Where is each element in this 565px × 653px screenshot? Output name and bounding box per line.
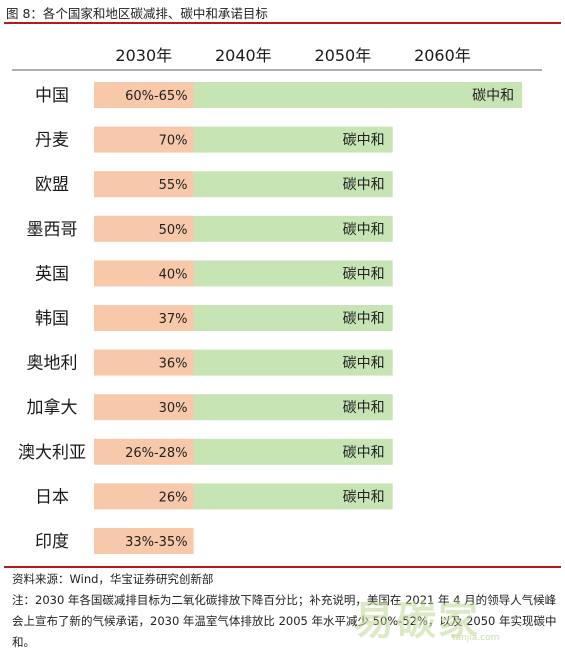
reduction-bar	[94, 171, 194, 198]
reduction-bar	[94, 528, 194, 554]
reduction-label: 30%	[159, 401, 188, 416]
reduction-bar	[94, 215, 194, 242]
category-label: 奥地利	[27, 354, 78, 374]
reduction-label: 33%-35%	[125, 535, 187, 550]
x-tick-label: 2040年	[215, 46, 272, 65]
neutral-label: 碳中和	[343, 266, 385, 282]
x-tick-label: 2030年	[115, 46, 172, 65]
neutral-label: 碳中和	[343, 356, 385, 372]
reduction-bar	[94, 394, 194, 421]
top-rule	[4, 22, 561, 24]
neutral-label: 碳中和	[472, 88, 514, 104]
category-label: 日本	[35, 487, 69, 507]
category-label: 英国	[35, 264, 69, 284]
neutral-bar	[193, 171, 393, 198]
reduction-bar	[94, 126, 194, 153]
neutral-label: 碳中和	[343, 177, 385, 193]
reduction-label: 37%	[159, 312, 188, 327]
reduction-bar	[94, 305, 194, 331]
neutral-bar	[193, 126, 393, 153]
category-label: 印度	[35, 532, 69, 552]
x-tick-label: 2060年	[414, 46, 471, 65]
neutral-label: 碳中和	[343, 400, 385, 416]
figure-title: 图 8：各个国家和地区碳减排、碳中和承诺目标	[6, 6, 268, 21]
reduction-label: 26%	[159, 490, 188, 505]
category-label: 欧盟	[35, 175, 69, 195]
neutral-label: 碳中和	[343, 311, 385, 327]
neutral-bar	[193, 305, 393, 331]
watermark-subtext: tanjia.com	[452, 633, 500, 643]
reduction-bar	[94, 82, 194, 108]
category-label: 中国	[35, 86, 69, 106]
reduction-label: 55%	[159, 178, 188, 193]
category-label: 加拿大	[27, 397, 78, 418]
reduction-bar	[94, 349, 194, 376]
reduction-label: 60%-65%	[125, 89, 187, 104]
bottom-rule	[4, 566, 561, 568]
neutral-bar	[193, 260, 393, 287]
reduction-label: 36%	[159, 357, 188, 372]
note-text: 注：2030 年各国碳减排目标为二氧化碳排放下降百分比；补充说明，美国在 202…	[12, 593, 557, 649]
reduction-bar	[94, 483, 194, 510]
neutral-label: 碳中和	[343, 445, 385, 461]
source-text: 资料来源：Wind，华宝证券研究创新部	[12, 572, 214, 586]
reduction-label: 50%	[159, 223, 188, 238]
reduction-label: 40%	[159, 267, 188, 282]
category-label: 墨西哥	[27, 220, 78, 240]
reduction-label: 26%-28%	[125, 446, 187, 461]
neutral-bar	[193, 215, 393, 242]
neutral-bar	[193, 438, 393, 465]
reduction-label: 70%	[159, 134, 188, 149]
neutral-bar	[193, 82, 523, 108]
reduction-bar	[94, 260, 194, 287]
category-label: 澳大利亚	[18, 443, 86, 463]
neutral-bar	[193, 483, 393, 510]
category-label: 丹麦	[35, 131, 69, 151]
watermark-logo: 易碳家	[354, 598, 480, 644]
neutral-bar	[193, 394, 393, 421]
neutral-label: 碳中和	[343, 489, 385, 505]
neutral-bar	[193, 349, 393, 376]
x-tick-label: 2050年	[315, 46, 372, 65]
neutral-label: 碳中和	[343, 222, 385, 238]
category-label: 韩国	[35, 309, 69, 329]
neutral-label: 碳中和	[343, 133, 385, 149]
reduction-bar	[94, 438, 194, 465]
